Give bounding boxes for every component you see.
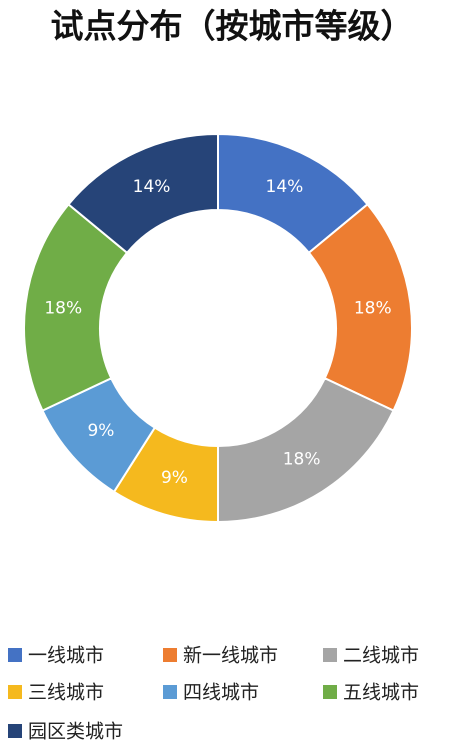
legend-swatch [8,685,22,699]
legend-label: 三线城市 [28,682,104,704]
legend-label: 二线城市 [343,645,419,667]
data-label: 18% [354,298,392,318]
legend-label: 新一线城市 [183,645,278,667]
data-label: 9% [87,421,114,441]
legend-swatch [323,648,337,662]
legend-label: 四线城市 [183,682,259,704]
legend-swatch [163,685,177,699]
legend-swatch [163,648,177,662]
data-label: 18% [44,298,82,318]
data-label: 9% [161,468,188,488]
legend-swatch [8,724,22,738]
data-label: 14% [133,177,171,197]
data-label: 14% [266,177,304,197]
data-label: 18% [283,450,321,470]
legend-swatch [323,685,337,699]
legend-label: 一线城市 [28,645,104,667]
legend-swatch [8,648,22,662]
donut-slice [67,132,219,255]
legend-label: 五线城市 [343,682,419,704]
legend-label: 园区类城市 [28,721,123,743]
chart-title: 试点分布（按城市等级） [51,7,414,46]
